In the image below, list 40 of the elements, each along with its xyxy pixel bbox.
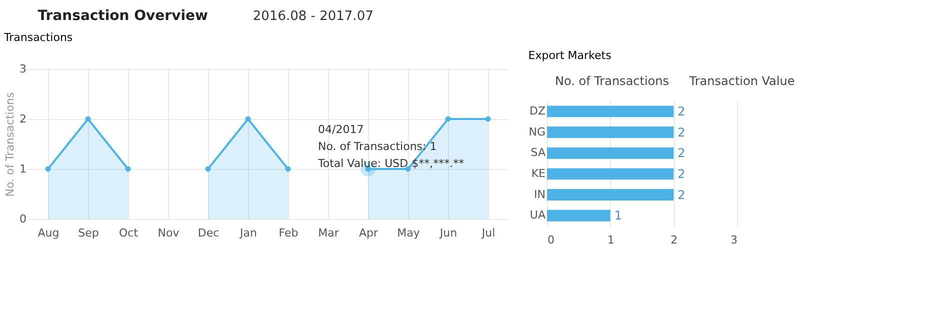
y-tick-label: 0 — [20, 212, 26, 226]
y-axis-title: No. of Transactions — [4, 92, 16, 197]
chart-title: Export Markets — [528, 49, 612, 62]
x-tick-label: Feb — [278, 226, 298, 240]
y-tick-label: KE — [531, 166, 546, 180]
y-tick-label: NG — [528, 125, 546, 138]
data-label: 2 — [678, 188, 686, 202]
y-tick-label: SA — [530, 146, 546, 160]
x-tick-label: Nov — [158, 226, 180, 240]
x-tick-label: Jun — [438, 226, 458, 240]
x-tick-label: Mar — [318, 226, 340, 240]
text: No. of Transactions — [554, 74, 670, 88]
x-tick-label: 3 — [730, 234, 738, 246]
data-label: 2 — [678, 166, 686, 181]
text: Transaction Overview — [38, 8, 208, 24]
x-tick-label: Dec — [198, 226, 220, 240]
x-tick-label: Apr — [358, 226, 378, 240]
y-tick-label: DZ — [529, 104, 546, 118]
x-tick-label: Sep — [78, 226, 99, 240]
x-tick-label: 2 — [670, 234, 678, 246]
y-tick-label: 3 — [20, 62, 26, 76]
y-tick-label: 2 — [20, 112, 26, 126]
x-tick-label: Jul — [480, 226, 496, 240]
x-tick-label: Oct — [118, 226, 139, 240]
text: 2016.08 - 2017.07 — [252, 9, 374, 24]
data-label: 2 — [678, 104, 686, 118]
y-tick-label: UA — [530, 208, 546, 222]
annotation: 04/2017 No. of Transactions: 1 Total Value: USD $**,***.** — [317, 123, 465, 170]
data-label: 1 — [614, 208, 622, 223]
chart-title: Transactions — [3, 31, 73, 44]
x-tick-label: May — [397, 226, 420, 240]
x-tick-label: Jan — [239, 226, 257, 240]
data-label: 2 — [678, 146, 686, 160]
y-tick-label: 1 — [20, 162, 26, 176]
x-tick-label: 0 — [548, 234, 554, 246]
x-tick-label: 1 — [607, 234, 614, 246]
text: Transaction Value — [688, 74, 795, 88]
y-tick-label: IN — [534, 188, 546, 201]
data-label: 2 — [678, 125, 686, 140]
x-tick-label: Aug — [38, 226, 60, 240]
